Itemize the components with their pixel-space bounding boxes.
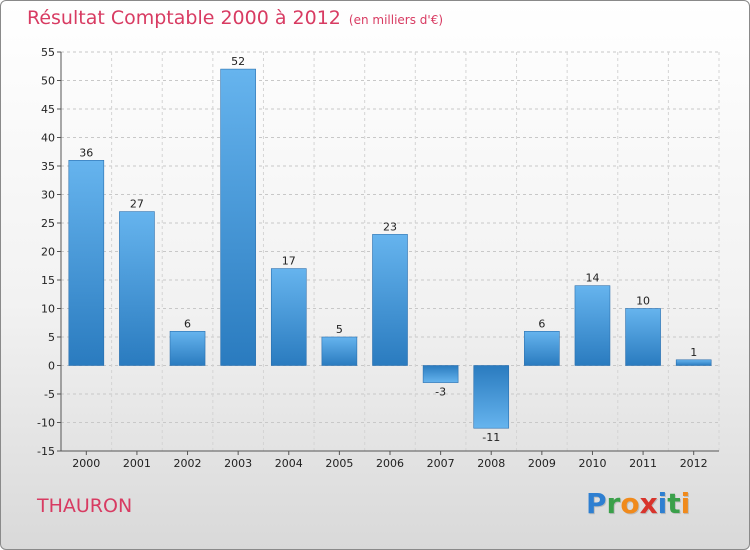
y-tick-label: 40 bbox=[41, 132, 55, 145]
data-label-2001: 27 bbox=[130, 198, 144, 211]
x-tick-label-2009: 2009 bbox=[528, 457, 556, 470]
commune-name: THAURON bbox=[37, 495, 132, 517]
data-label-2005: 5 bbox=[336, 323, 343, 336]
data-label-2009: 6 bbox=[538, 317, 545, 330]
logo-letter: t bbox=[667, 487, 680, 520]
data-label-2000: 36 bbox=[79, 146, 93, 159]
x-tick-label-2005: 2005 bbox=[325, 457, 353, 470]
y-tick-label: 50 bbox=[41, 75, 55, 88]
x-tick-label-2003: 2003 bbox=[224, 457, 252, 470]
data-label-2011: 10 bbox=[636, 295, 650, 308]
chart-frame: Résultat Comptable 2000 à 2012 (en millie… bbox=[0, 0, 750, 550]
y-tick-label: 25 bbox=[41, 217, 55, 230]
data-label-2007: -3 bbox=[435, 386, 446, 399]
x-tick-label-2008: 2008 bbox=[477, 457, 505, 470]
x-tick-label-2007: 2007 bbox=[427, 457, 455, 470]
x-tick-label-2004: 2004 bbox=[275, 457, 303, 470]
logo-letter: i bbox=[658, 487, 668, 520]
y-tick-label: 20 bbox=[41, 246, 55, 259]
data-label-2008: -11 bbox=[482, 431, 500, 444]
y-tick-label: 30 bbox=[41, 189, 55, 202]
bar-2008 bbox=[474, 366, 509, 429]
bar-chart: -15-10-505101520253035404550552000 2001 20… bbox=[1, 1, 750, 550]
data-label-2003: 52 bbox=[231, 55, 245, 68]
logo-letter: P bbox=[586, 487, 607, 520]
y-tick-label: 15 bbox=[41, 274, 55, 287]
logo-letter: x bbox=[640, 487, 658, 520]
y-tick-label: 10 bbox=[41, 303, 55, 316]
bar-2011 bbox=[626, 309, 661, 366]
data-label-2006: 23 bbox=[383, 220, 397, 233]
data-label-2010: 14 bbox=[585, 272, 599, 285]
y-tick-label: -15 bbox=[37, 445, 55, 458]
y-tick-label: 45 bbox=[41, 103, 55, 116]
bar-2012 bbox=[676, 360, 711, 366]
x-tick-label-2011: 2011 bbox=[629, 457, 657, 470]
logo-letter: i bbox=[681, 487, 691, 520]
bar-2005 bbox=[322, 337, 357, 366]
x-tick-label-2000: 2000 bbox=[72, 457, 100, 470]
y-tick-label: 55 bbox=[41, 46, 55, 59]
y-tick-label: 0 bbox=[48, 360, 55, 373]
y-tick-label: -5 bbox=[44, 388, 55, 401]
bar-2000 bbox=[69, 160, 104, 365]
x-tick-label-2006: 2006 bbox=[376, 457, 404, 470]
logo-letter: r bbox=[607, 487, 621, 520]
x-tick-label-2012: 2012 bbox=[680, 457, 708, 470]
bar-2006 bbox=[373, 234, 408, 365]
data-label-2012: 1 bbox=[690, 346, 697, 359]
y-tick-label: -10 bbox=[37, 417, 55, 430]
bar-2002 bbox=[170, 331, 205, 365]
x-tick-label-2002: 2002 bbox=[174, 457, 202, 470]
bar-2001 bbox=[119, 212, 154, 366]
x-tick-label-2010: 2010 bbox=[578, 457, 606, 470]
x-tick-label-2001: 2001 bbox=[123, 457, 151, 470]
bar-2010 bbox=[575, 286, 610, 366]
y-tick-label: 5 bbox=[48, 331, 55, 344]
data-label-2002: 6 bbox=[184, 317, 191, 330]
y-tick-label: 35 bbox=[41, 160, 55, 173]
logo-letter: o bbox=[620, 487, 639, 520]
bar-2003 bbox=[221, 69, 256, 365]
bar-2009 bbox=[524, 331, 559, 365]
bar-2007 bbox=[423, 366, 458, 383]
bar-2004 bbox=[271, 269, 306, 366]
data-label-2004: 17 bbox=[282, 255, 296, 268]
proxiti-logo: Proxiti bbox=[586, 487, 690, 520]
